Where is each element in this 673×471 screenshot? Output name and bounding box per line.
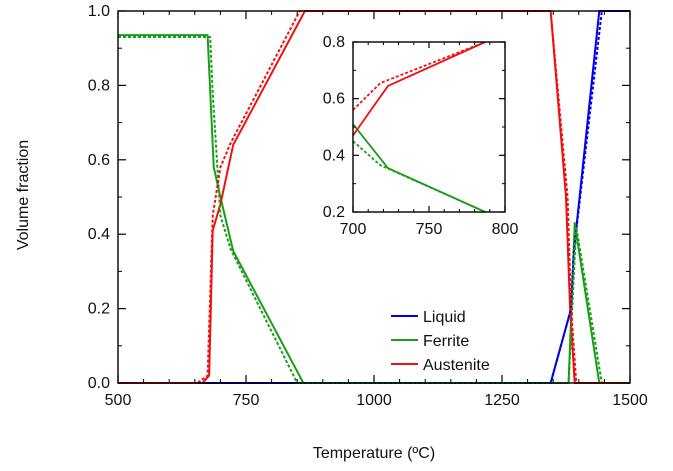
legend-label-liquid: Liquid: [423, 309, 466, 326]
main-y-tick-label: 0.8: [88, 77, 110, 94]
inset-y-tick-label: 0.2: [323, 204, 345, 221]
main-austenite-line: [118, 10, 630, 384]
inset-x-tick-label: 800: [492, 221, 519, 238]
main-x-tick-label: 1250: [484, 392, 520, 409]
main-x-tick-label: 1000: [356, 392, 392, 409]
main-y-tick-label: 0.6: [88, 152, 110, 169]
legend-label-austenite: Austenite: [423, 357, 490, 374]
inset-y-tick-label: 0.6: [323, 91, 345, 108]
main-x-tick-label: 750: [233, 392, 260, 409]
main-y-tick-label: 0.4: [88, 226, 110, 243]
main-x-tick-label: 500: [105, 392, 132, 409]
legend-label-ferrite: Ferrite: [423, 333, 469, 350]
inset-series-3-dotted-line: [352, 41, 486, 111]
inset-chart: 700 750 800 0.2 0.4 0.6 0.8: [323, 34, 519, 238]
main-ferrite-line: [118, 34, 630, 384]
main-x-tick-label: 1500: [612, 392, 648, 409]
legend: Liquid Ferrite Austenite: [388, 300, 548, 374]
x-axis-title: Temperature (ºC): [313, 445, 435, 462]
inset-x-tick-label: 700: [340, 221, 367, 238]
y-axis-title: Volume fraction: [15, 140, 32, 250]
inset-y-tick-label: 0.4: [323, 147, 345, 164]
main-y-tick-label: 0.2: [88, 301, 110, 318]
inset-x-tick-label: 750: [416, 221, 443, 238]
inset-plot-background: [353, 42, 505, 212]
main-series-4-dotted-line: [118, 36, 630, 384]
main-series-5-dotted-line: [118, 10, 630, 384]
legend-background: [388, 300, 548, 374]
main-chart: 500 750 1000 1250 1500 0.0 0.2 0.4 0.6 0.8 1.0: [88, 3, 648, 409]
inset-series-2-dotted-line: [352, 140, 486, 213]
main-y-tick-label: 1.0: [88, 3, 110, 20]
main-y-tick-label: 0.0: [88, 375, 110, 392]
inset-y-tick-label: 0.8: [323, 34, 345, 51]
inset-series-1-line: [352, 41, 486, 137]
